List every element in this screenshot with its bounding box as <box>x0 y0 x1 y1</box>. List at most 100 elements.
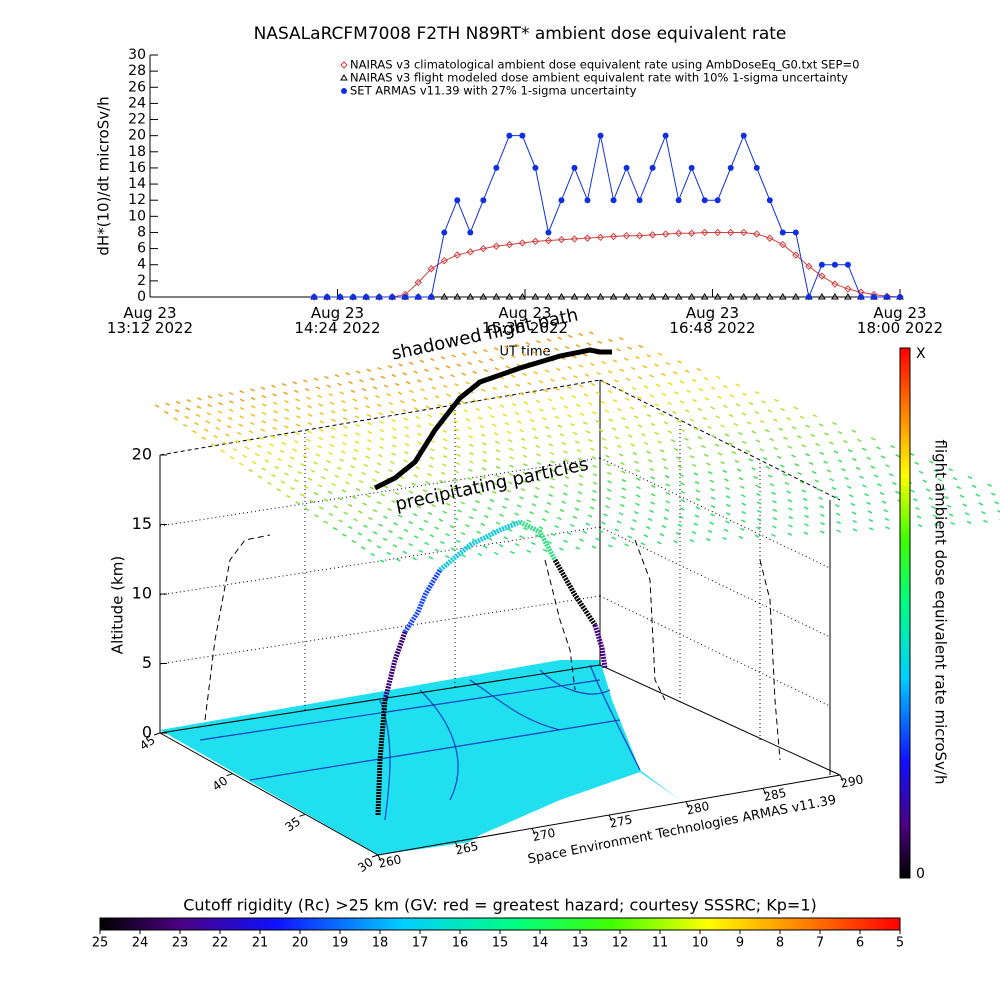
particle <box>925 488 931 492</box>
particle <box>929 460 934 464</box>
particle <box>480 522 486 527</box>
particle <box>661 392 667 397</box>
marker <box>739 293 748 300</box>
particle <box>659 533 665 537</box>
particle <box>453 517 459 521</box>
particle <box>535 399 541 404</box>
particle <box>672 410 677 415</box>
particle <box>803 531 809 535</box>
particle <box>575 546 581 550</box>
particle <box>870 437 876 441</box>
particle <box>846 485 852 489</box>
particle <box>756 526 761 530</box>
particle <box>539 408 544 412</box>
particle <box>294 389 299 394</box>
particle <box>378 412 383 416</box>
y-tick-label: 6 <box>137 241 146 257</box>
particle <box>323 520 329 524</box>
particle <box>773 418 778 422</box>
particle <box>368 516 373 521</box>
particle <box>635 502 640 506</box>
particle <box>607 544 613 548</box>
particle <box>319 428 324 432</box>
particle <box>499 356 505 360</box>
particle <box>606 471 612 476</box>
particle <box>318 403 324 407</box>
particle <box>338 519 343 523</box>
particle <box>535 444 540 449</box>
particle <box>342 416 348 421</box>
marker <box>818 272 826 280</box>
marker <box>454 197 461 204</box>
particle <box>154 404 160 408</box>
particle <box>579 538 584 542</box>
particle <box>703 377 709 381</box>
particle <box>612 399 618 403</box>
particle <box>483 348 488 353</box>
particle <box>677 523 683 528</box>
particle <box>576 448 582 453</box>
particle <box>527 381 532 386</box>
marker <box>649 164 656 171</box>
particle <box>754 410 760 415</box>
particle <box>348 380 353 385</box>
particle <box>810 433 816 438</box>
particle <box>352 398 358 402</box>
particle <box>702 416 708 421</box>
particle <box>531 390 537 395</box>
particle <box>736 468 742 472</box>
particle <box>600 330 604 332</box>
particle <box>283 391 288 395</box>
particle <box>165 402 170 406</box>
particle <box>997 509 1000 513</box>
marker <box>740 228 748 237</box>
particle <box>614 435 620 440</box>
particle <box>964 512 970 516</box>
particle <box>519 392 525 396</box>
lat-tick-label: 30 <box>355 855 376 875</box>
particle <box>283 433 288 437</box>
particle <box>542 417 547 421</box>
particle <box>453 419 458 423</box>
particle <box>805 452 810 457</box>
particle <box>715 415 721 419</box>
particle <box>621 487 627 491</box>
particle <box>438 518 444 522</box>
particle <box>507 439 513 443</box>
particle <box>367 438 372 443</box>
particle <box>623 357 629 361</box>
marker <box>389 294 396 300</box>
particle <box>306 438 311 442</box>
particle <box>428 422 434 427</box>
marker <box>505 293 514 300</box>
particle <box>697 407 703 412</box>
particle <box>251 460 257 465</box>
particle <box>317 445 322 449</box>
marker <box>635 231 644 240</box>
particle <box>375 394 380 399</box>
particle <box>703 453 709 458</box>
particle <box>292 448 297 452</box>
particle <box>295 501 300 505</box>
particle <box>576 499 582 503</box>
particle <box>413 474 419 478</box>
particle <box>762 457 768 461</box>
particle <box>337 497 343 501</box>
particle <box>850 502 856 507</box>
particle <box>607 370 613 374</box>
particle <box>454 428 460 432</box>
particle <box>289 456 295 460</box>
particle <box>514 343 520 347</box>
particle <box>480 475 486 479</box>
particle <box>557 336 562 340</box>
particle <box>603 513 608 517</box>
particle <box>379 437 385 441</box>
particle <box>394 382 400 387</box>
particle <box>734 459 740 464</box>
particle <box>670 438 676 443</box>
x-tick-label: Aug 23 13:12 2022 <box>106 304 194 337</box>
particle <box>590 447 595 451</box>
particle <box>477 491 483 496</box>
particle <box>479 425 485 429</box>
